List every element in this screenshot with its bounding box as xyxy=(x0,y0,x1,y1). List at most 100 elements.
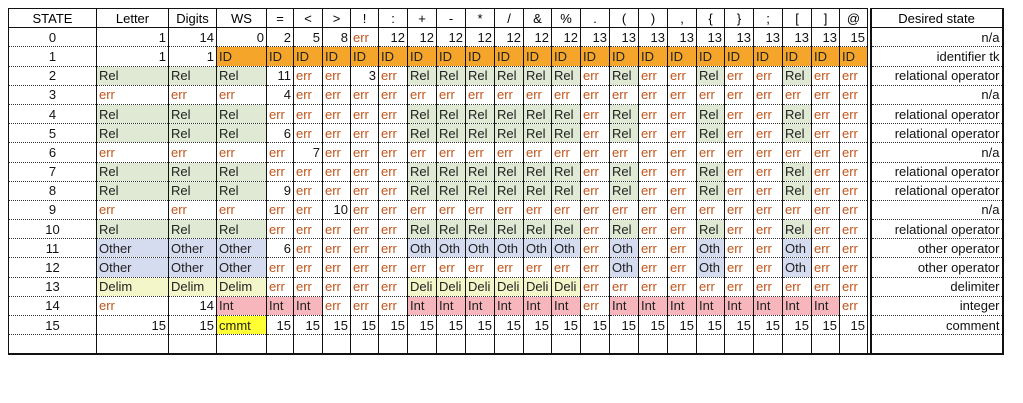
empty-cell xyxy=(293,334,323,355)
transition-cell: err xyxy=(753,277,783,297)
state-transition-table: STATE Letter Digits WS = < >!: + - * / &%.(),{};[] @… xyxy=(8,7,1004,355)
transition-cell: Rel xyxy=(407,162,437,182)
transition-cell: err xyxy=(839,238,868,259)
state-cell: 14 xyxy=(8,296,97,317)
transition-cell: err xyxy=(322,181,351,201)
transition-cell: Oth xyxy=(551,238,581,259)
transition-cell: err xyxy=(724,181,754,201)
transition-cell: Rel xyxy=(609,219,639,240)
transition-cell: 15 xyxy=(782,315,812,336)
column-header: WS xyxy=(216,7,267,29)
transition-cell: err xyxy=(322,296,351,317)
transition-cell: err xyxy=(753,238,783,259)
table-row: 10 Rel Rel Rel err err err err err Rel Rel Rel Rel Re… xyxy=(8,219,1004,240)
empty-cell xyxy=(580,334,610,355)
transition-cell: err xyxy=(667,257,697,278)
transition-cell: err xyxy=(753,142,783,163)
table-row: 14 err 14 Int Int Int err err err Int Int Int Int Int… xyxy=(8,296,1004,317)
transition-cell: err xyxy=(753,66,783,86)
transition-cell: err xyxy=(638,104,668,125)
transition-cell: 15 xyxy=(839,27,868,48)
column-header: ( xyxy=(609,7,639,29)
transition-cell: Rel xyxy=(436,66,466,86)
transition-cell: Int xyxy=(696,296,725,317)
column-header: ] xyxy=(811,7,840,29)
empty-cell xyxy=(811,334,840,355)
transition-cell: Int xyxy=(293,296,323,317)
empty-cell xyxy=(494,334,524,355)
transition-cell: Rel xyxy=(96,181,169,201)
column-header: . xyxy=(580,7,610,29)
transition-cell: 15 xyxy=(638,315,668,336)
transition-cell: Rel xyxy=(407,123,437,144)
transition-cell: 11 xyxy=(266,66,294,86)
table-row: 5 Rel Rel Rel 6 err err err err Rel Rel Rel Rel Rel Re… xyxy=(8,123,1004,144)
transition-cell: err xyxy=(266,277,294,297)
transition-cell: 15 xyxy=(839,315,868,336)
transition-cell: err xyxy=(266,219,294,240)
transition-cell: 13 xyxy=(609,27,639,48)
column-header: * xyxy=(465,7,495,29)
transition-cell: Rel xyxy=(551,219,581,240)
transition-cell: err xyxy=(378,162,408,182)
transition-cell: Int xyxy=(216,296,267,317)
transition-cell: 3 xyxy=(350,66,379,86)
transition-cell: Rel xyxy=(465,181,495,201)
transition-cell: Rel xyxy=(465,123,495,144)
transition-cell: err xyxy=(322,85,351,105)
transition-cell: Int xyxy=(782,296,812,317)
transition-cell: Rel xyxy=(696,66,725,86)
transition-cell: err xyxy=(322,277,351,297)
transition-cell: Rel xyxy=(436,123,466,144)
transition-cell: err xyxy=(350,200,379,221)
column-header: @ xyxy=(839,7,868,29)
transition-cell: err xyxy=(551,142,581,163)
transition-cell: err xyxy=(168,85,217,105)
state-cell: 6 xyxy=(8,142,97,163)
transition-cell: ID xyxy=(465,46,495,67)
desired-state-cell: integer xyxy=(869,296,1004,317)
column-header: / xyxy=(494,7,524,29)
table-row: 8 Rel Rel Rel 9 err err err err Rel Rel Rel Rel Rel Re… xyxy=(8,181,1004,201)
transition-cell: err xyxy=(782,277,812,297)
transition-cell: err xyxy=(436,257,466,278)
transition-cell: err xyxy=(667,85,697,105)
transition-cell: err xyxy=(350,142,379,163)
transition-cell: Rel xyxy=(168,181,217,201)
desired-state-cell: relational operator xyxy=(869,66,1004,86)
desired-state-cell: other operator xyxy=(869,238,1004,259)
transition-cell: err xyxy=(667,162,697,182)
transition-cell: 15 xyxy=(753,315,783,336)
transition-cell: err xyxy=(293,85,323,105)
column-header: + xyxy=(407,7,437,29)
transition-cell: Rel xyxy=(696,219,725,240)
empty-cell xyxy=(782,334,812,355)
transition-cell: Rel xyxy=(609,66,639,86)
transition-cell: Rel xyxy=(465,66,495,86)
transition-cell: err xyxy=(378,123,408,144)
transition-cell: Rel xyxy=(407,104,437,125)
transition-cell: 2 xyxy=(266,27,294,48)
column-header: & xyxy=(523,7,552,29)
empty-cell xyxy=(216,334,267,355)
table-body: 0 1 14 0 2 5 8 err 12 12 12 12 12 12 12 13 13 13 13 13 13 13 1… xyxy=(8,27,1004,355)
transition-cell: Int xyxy=(609,296,639,317)
transition-cell: ID xyxy=(551,46,581,67)
empty-cell xyxy=(724,334,754,355)
desired-state-cell: n/a xyxy=(869,200,1004,221)
transition-cell: err xyxy=(839,66,868,86)
transition-cell: Int xyxy=(667,296,697,317)
transition-cell: err xyxy=(638,123,668,144)
transition-cell: Oth xyxy=(696,238,725,259)
transition-cell: 15 xyxy=(378,315,408,336)
transition-cell: err xyxy=(811,142,840,163)
transition-cell: err xyxy=(494,257,524,278)
transition-cell: Rel xyxy=(96,123,169,144)
transition-cell: 13 xyxy=(667,27,697,48)
transition-cell: err xyxy=(523,85,552,105)
transition-cell: Rel xyxy=(216,181,267,201)
transition-cell: Rel xyxy=(523,123,552,144)
table-row: 15 15 15 cmmt 15 15 15 15 15 15 15 15 15 15 15 15 15 15 15… xyxy=(8,315,1004,336)
transition-cell: err xyxy=(753,85,783,105)
transition-cell: Delim xyxy=(216,277,267,297)
